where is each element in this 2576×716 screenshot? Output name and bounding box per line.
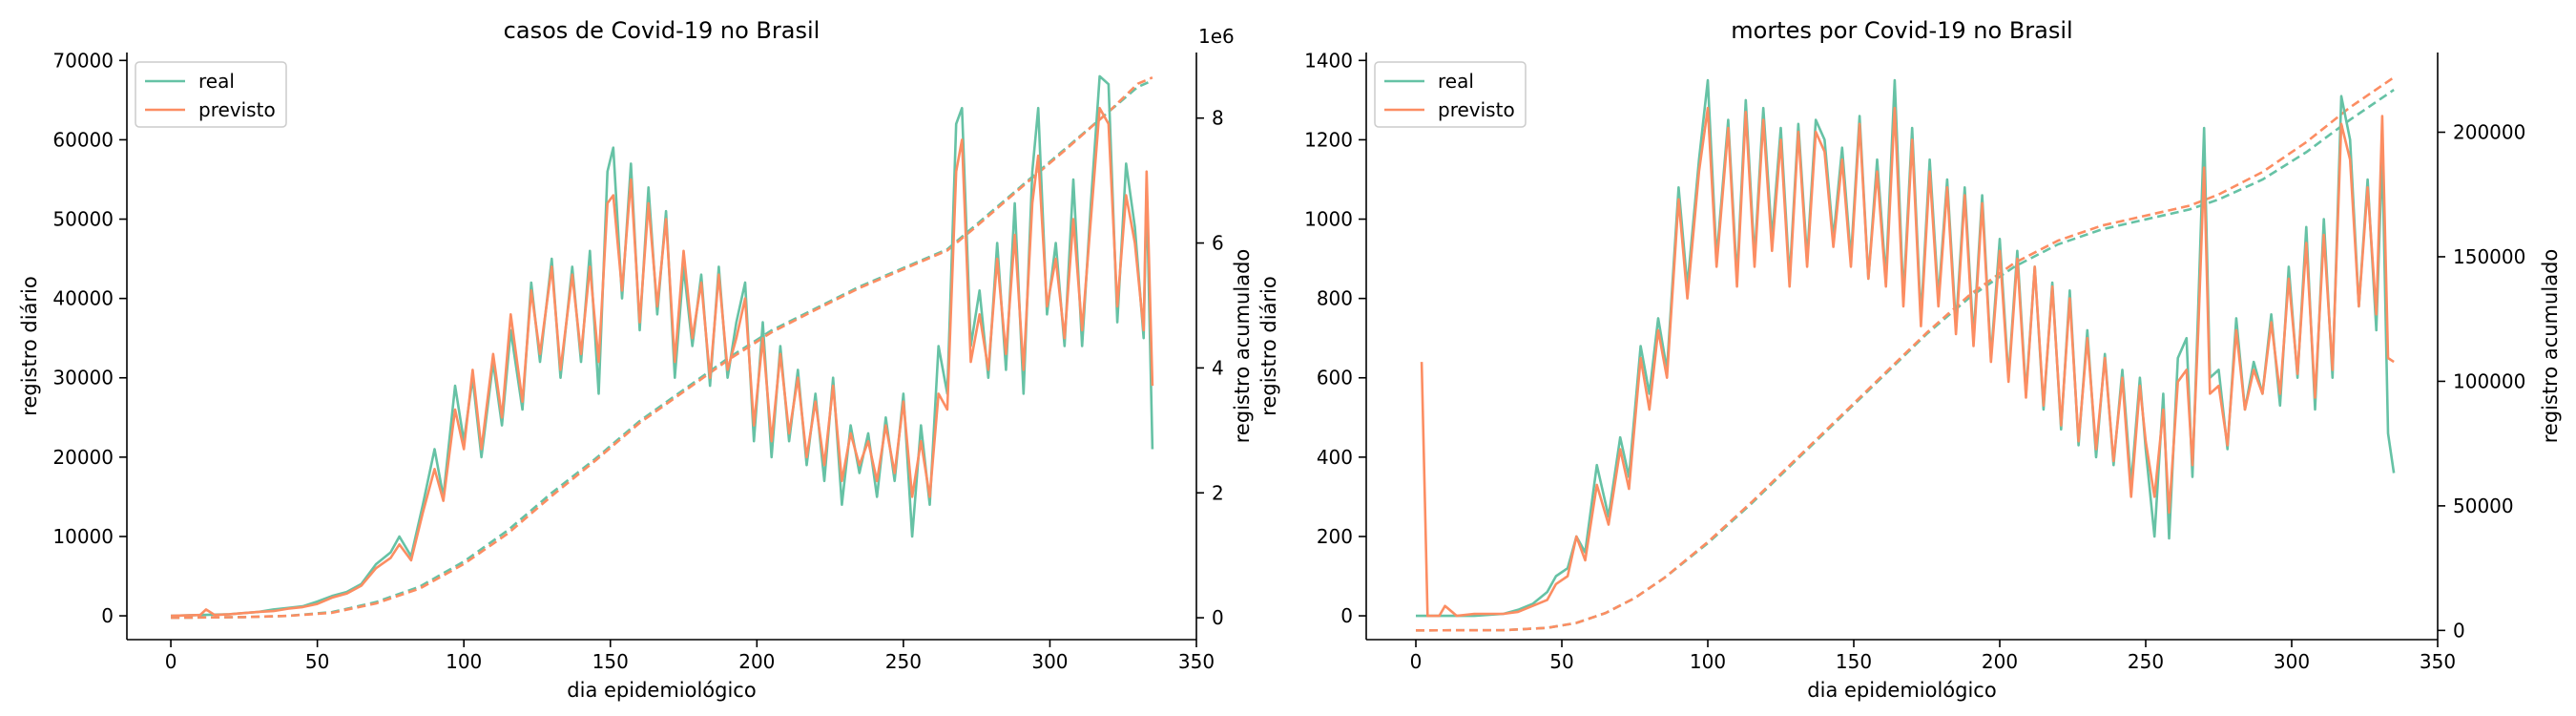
x-tick-label: 250	[2128, 650, 2164, 673]
x-tick-label: 250	[885, 650, 922, 673]
x-tick-label: 100	[446, 650, 482, 673]
x-tick-label: 300	[2274, 650, 2310, 673]
y-tick-label: 10000	[52, 525, 114, 548]
y2-axis-title: registro acumulado	[1231, 249, 1254, 444]
legend: real previsto	[1374, 61, 1527, 128]
y2-tick-label: 150000	[2453, 245, 2525, 268]
x-tick-label: 50	[1549, 650, 1573, 673]
y-tick-label: 1400	[1304, 49, 1353, 72]
y2-tick-label: 100000	[2453, 369, 2525, 392]
y-axis-title: registro diário	[1257, 276, 1280, 415]
x-tick-label: 300	[1031, 650, 1068, 673]
y2-tick-label: 200000	[2453, 120, 2525, 143]
series-line-real	[1416, 78, 2396, 618]
y-axis-title: registro diário	[18, 276, 41, 415]
y2-tick-label: 0	[1212, 606, 1224, 629]
legend-label-real: real	[198, 70, 235, 93]
chart-title: mortes por Covid-19 no Brasil	[1731, 17, 2072, 44]
x-tick-label: 150	[592, 650, 629, 673]
legend-label-real: real	[1438, 70, 1474, 93]
y2-tick-label: 6	[1212, 232, 1224, 255]
legend: real previsto	[135, 61, 287, 128]
y-tick-label: 400	[1317, 446, 1353, 469]
y-tick-label: 20000	[52, 446, 114, 469]
y2-axis-title: registro acumulado	[2539, 249, 2562, 444]
y-tick-label: 0	[1340, 604, 1353, 627]
y2-tick-label: 4	[1212, 356, 1224, 379]
x-axis-title: dia epidemiológico	[1807, 679, 1996, 702]
y2-tick-label: 0	[2453, 619, 2465, 642]
x-tick-label: 150	[1836, 650, 1872, 673]
x-tick-label: 350	[1178, 650, 1215, 673]
y2-offset-label: 1e6	[1198, 25, 1235, 48]
series-line-previsto	[1420, 106, 2395, 618]
y-tick-label: 70000	[52, 49, 114, 72]
chart-panel-2: 0 50 100 150 200 250 300 350 0 200 400 600 800 1000 12…	[1257, 17, 2562, 702]
series-line-previsto-acumulado	[1415, 76, 2395, 632]
y-tick-label: 800	[1317, 287, 1353, 310]
y2-tick-label: 8	[1212, 107, 1224, 130]
y-tick-label: 30000	[52, 367, 114, 390]
series-line-previsto-acumulado	[171, 76, 1153, 620]
y-tick-label: 600	[1317, 367, 1353, 390]
x-tick-label: 350	[2420, 650, 2456, 673]
series-line-real-acumulado	[171, 79, 1153, 620]
x-tick-label: 200	[1982, 650, 2018, 673]
chart-title: casos de Covid-19 no Brasil	[504, 17, 821, 44]
y-tick-label: 200	[1317, 525, 1353, 548]
x-tick-label: 200	[738, 650, 775, 673]
x-tick-label: 0	[1410, 650, 1423, 673]
y2-tick-label: 50000	[2453, 495, 2514, 517]
y-tick-label: 40000	[52, 287, 114, 310]
y-tick-label: 1000	[1304, 208, 1353, 231]
y-tick-label: 60000	[52, 128, 114, 151]
legend-label-previsto: previsto	[1438, 98, 1515, 121]
x-tick-label: 50	[305, 650, 329, 673]
y-tick-label: 50000	[52, 208, 114, 231]
x-tick-label: 100	[1690, 650, 1726, 673]
series-line-previsto	[171, 106, 1154, 618]
chart-panel-1: 0 50 100 150 200 250 300 350 0 10000 20000 30000 400…	[18, 17, 1254, 702]
y-tick-label: 1200	[1304, 128, 1353, 151]
y-tick-label: 0	[101, 604, 114, 627]
y2-tick-label: 2	[1212, 481, 1224, 504]
legend-label-previsto: previsto	[198, 98, 276, 121]
series-line-real-acumulado	[1415, 89, 2395, 632]
x-tick-label: 0	[165, 650, 177, 673]
x-axis-title: dia epidemiológico	[567, 679, 756, 702]
